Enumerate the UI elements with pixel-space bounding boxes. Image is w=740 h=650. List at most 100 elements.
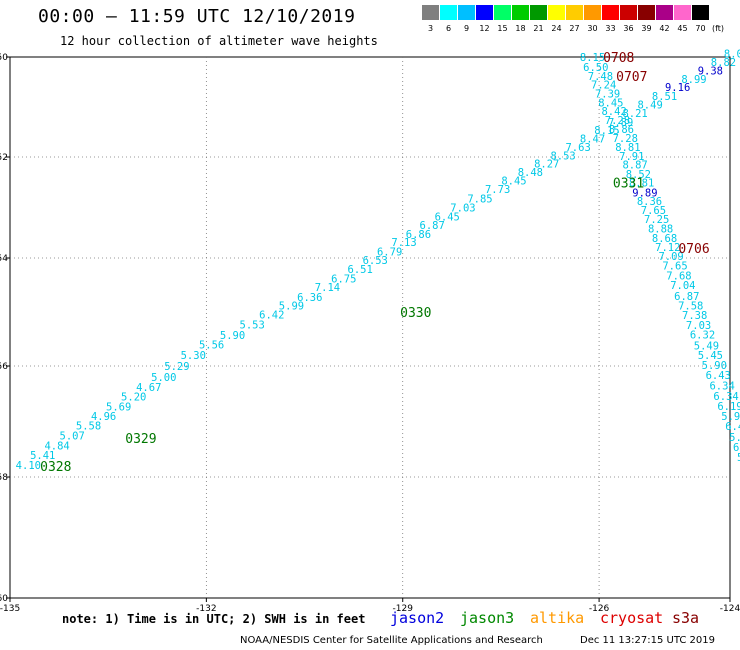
- track-se-value-41: 6.18: [733, 442, 740, 454]
- track-se-value-16: 8.36: [637, 196, 662, 208]
- track-ne-value-27: 7.03: [450, 203, 475, 215]
- track-ne-value-3: 5.07: [60, 430, 85, 442]
- time-label-0707: 0707: [616, 70, 647, 85]
- track-se-value-20: 8.68: [652, 233, 677, 245]
- colorbar-swatch-9: [458, 5, 475, 20]
- track-ne-value-44: 8.82: [711, 57, 736, 69]
- track-se-value-26: 6.87: [674, 291, 699, 303]
- track-se-value-39: 6.48: [725, 421, 740, 433]
- track-ne-value-35: 8.47: [580, 134, 605, 146]
- y-tick-label: -58: [0, 473, 8, 483]
- track-se-value-5: 8.45: [598, 98, 623, 110]
- legend-jason3: jason3: [460, 609, 515, 627]
- track-se-value-38: 5.93: [721, 411, 740, 423]
- track-se-value-18: 7.25: [644, 214, 669, 226]
- track-se-value-22: 7.09: [658, 251, 683, 263]
- colorbar-swatch-21: [530, 5, 547, 20]
- colorbar-label-9: 9: [463, 24, 470, 33]
- track-ne-value-18: 7.14: [315, 282, 340, 294]
- colorbar-label-15: 15: [497, 24, 508, 33]
- track-ne-value-25: 6.87: [420, 220, 445, 232]
- track-se-value-33: 5.90: [702, 360, 727, 372]
- track-se-value-13: 8.52: [626, 169, 651, 181]
- colorbar-swatch-18: [512, 5, 529, 20]
- track-se-value-0: 8.15: [580, 52, 605, 64]
- legend-s3a: s3a: [672, 609, 700, 627]
- time-label-0331: 0331: [613, 176, 644, 191]
- track-ne-value-5: 4.96: [91, 411, 116, 423]
- track-ne-value-41: 9.16: [665, 82, 690, 94]
- track-se-value-29: 7.03: [686, 320, 711, 332]
- track-ne-value-29: 7.73: [485, 184, 510, 196]
- track-se-value-8: 8.86: [609, 124, 634, 136]
- colorbar-swatch-39: [638, 5, 655, 20]
- track-se-value-15: 9.89: [632, 187, 657, 199]
- track-ne-value-42: 8.99: [681, 74, 706, 86]
- track-ne-value-32: 8.27: [534, 159, 559, 171]
- track-se-value-10: 8.81: [615, 142, 640, 154]
- colorbar-swatch-45: [674, 5, 691, 20]
- track-se-value-40: 5.35: [729, 432, 740, 444]
- colorbar-label-39: 39: [641, 24, 652, 33]
- colorbar-unit: (ft): [712, 24, 725, 33]
- track-ne-value-24: 6.86: [406, 229, 431, 241]
- track-ne-value-12: 5.56: [199, 339, 224, 351]
- colorbar-swatch-24: [548, 5, 565, 20]
- track-ne-value-37: 7.89: [608, 117, 633, 129]
- track-ne-value-8: 4.67: [136, 382, 161, 394]
- track-ne-value-19: 6.75: [331, 274, 356, 286]
- track-ne-value-13: 5.90: [220, 330, 245, 342]
- track-ne-value-33: 8.53: [550, 151, 575, 163]
- track-ne-value-36: 8.15: [594, 125, 619, 137]
- colorbar-swatch-30: [584, 5, 601, 20]
- track-se-value-6: 8.42: [601, 106, 626, 118]
- colorbar-label-6: 6: [445, 24, 452, 33]
- track-se-value-9: 7.28: [613, 133, 638, 145]
- time-label-0330: 0330: [400, 306, 431, 321]
- track-se-value-24: 7.68: [666, 270, 691, 282]
- chart-title: 00:00 – 11:59 UTC 12/10/2019: [38, 6, 356, 27]
- y-tick-label: -56: [0, 362, 8, 372]
- track-se-value-37: 6.19: [717, 401, 740, 413]
- track-ne-value-30: 8.45: [501, 176, 526, 188]
- footer-timestamp: Dec 11 13:27:15 UTC 2019: [580, 635, 715, 646]
- legend-jason2: jason2: [390, 609, 445, 627]
- legend-altika: altika: [530, 609, 585, 627]
- track-ne-value-0: 4.10: [16, 460, 41, 472]
- track-se-value-34: 6.43: [706, 370, 731, 382]
- colorbar-label-33: 33: [605, 24, 616, 33]
- plot-frame: [9, 56, 731, 599]
- time-label-0708: 0708: [603, 51, 634, 66]
- colorbar-label-42: 42: [659, 24, 670, 33]
- track-ne-value-21: 6.53: [363, 255, 388, 267]
- time-label-0328: 0328: [40, 460, 71, 475]
- track-ne-value-23: 7.13: [391, 237, 416, 249]
- y-tick-label: -54: [0, 254, 8, 264]
- time-label-0706: 0706: [678, 242, 709, 257]
- track-se-value-4: 7.39: [595, 89, 620, 101]
- colorbar-label-3: 3: [427, 24, 434, 33]
- track-se-value-17: 7.65: [641, 205, 666, 217]
- x-tick-label: -124: [720, 604, 740, 614]
- track-se-value-31: 5.49: [694, 340, 719, 352]
- y-tick-label: -52: [0, 153, 8, 163]
- time-label-0329: 0329: [125, 432, 156, 447]
- track-se-value-1: 6.50: [583, 62, 608, 74]
- track-se-value-25: 7.04: [670, 280, 695, 292]
- x-tick-label: -135: [0, 604, 20, 614]
- track-ne-value-39: 8.49: [637, 100, 662, 112]
- colorbar-swatch-27: [566, 5, 583, 20]
- colorbar-swatch-3: [422, 5, 439, 20]
- track-ne-value-17: 6.36: [297, 292, 322, 304]
- colorbar-label-27: 27: [569, 24, 580, 33]
- track-se-value-19: 8.88: [648, 224, 673, 236]
- x-tick-label: -132: [196, 604, 216, 614]
- x-tick-label: -126: [589, 604, 610, 614]
- colorbar-swatch-15: [494, 5, 511, 20]
- track-ne-value-28: 7.85: [467, 193, 492, 205]
- track-ne-value-26: 6.45: [435, 212, 460, 224]
- colorbar-label-18: 18: [515, 24, 526, 33]
- y-tick-label: -50: [0, 53, 8, 63]
- track-ne-value-9: 5.00: [151, 372, 176, 384]
